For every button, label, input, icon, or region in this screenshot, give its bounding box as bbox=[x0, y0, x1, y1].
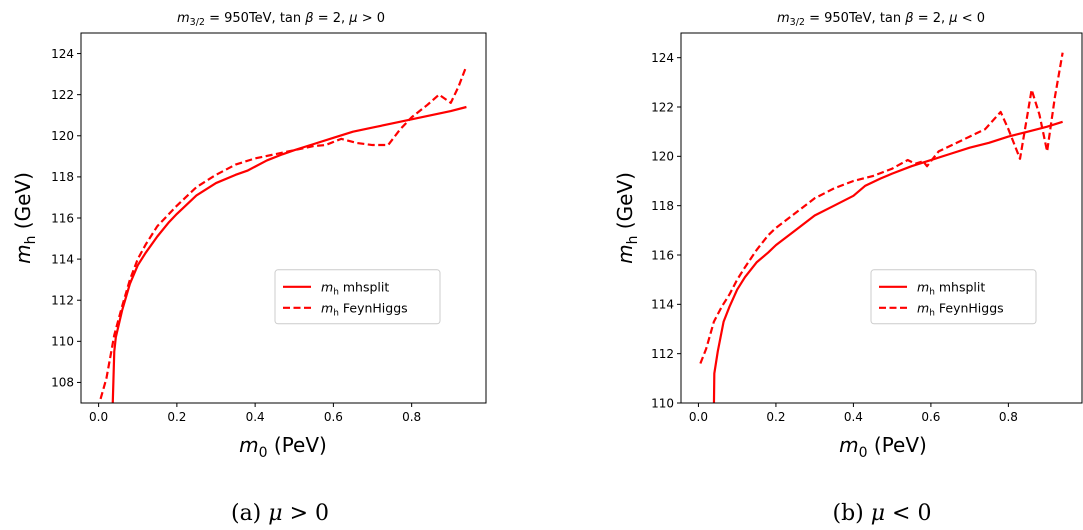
chart-title: m3/2 = 950TeV, tan β = 2, μ < 0 bbox=[777, 11, 985, 28]
figure-caption: (b) μ < 0 bbox=[833, 501, 932, 526]
chart-panel-1: 0.0 0.2 0.4 0.6 0.8 108 110 112 114 116 118 120 122 1… bbox=[11, 11, 487, 461]
x-tick-label: 0.6 bbox=[921, 410, 940, 424]
y-tick-label: 114 bbox=[651, 298, 674, 312]
y-tick-label: 110 bbox=[51, 335, 74, 349]
series-line-mhsplit bbox=[712, 120, 1063, 403]
y-tick-label: 120 bbox=[51, 129, 74, 143]
legend-box bbox=[870, 269, 1037, 325]
series-line-mhsplit bbox=[111, 105, 467, 403]
legend-label: mh mhsplit bbox=[321, 279, 389, 297]
x-tick-label: 0.0 bbox=[89, 410, 108, 424]
x-tick-label: 0.2 bbox=[766, 410, 785, 424]
y-tick-label: 114 bbox=[51, 252, 74, 266]
y-tick-label: 124 bbox=[651, 51, 674, 65]
y-axis-label: mh (GeV) bbox=[11, 172, 39, 264]
legend: mh mhsplit mh FeynHiggs bbox=[870, 269, 1037, 325]
axes-frame bbox=[80, 32, 487, 404]
x-tick-label: 0.2 bbox=[167, 410, 186, 424]
legend-label: mh FeynHiggs bbox=[917, 300, 1004, 318]
y-tick-label: 120 bbox=[651, 150, 674, 164]
x-tick-label: 0.4 bbox=[246, 410, 265, 424]
legend-box bbox=[274, 269, 441, 325]
x-axis-label: m0 (PeV) bbox=[839, 433, 927, 461]
chart-title: m3/2 = 950TeV, tan β = 2, μ > 0 bbox=[177, 11, 385, 28]
series-line-feynhiggs bbox=[699, 52, 1064, 364]
x-tick-label: 0.8 bbox=[402, 410, 421, 424]
y-axis-label: mh (GeV) bbox=[613, 172, 641, 264]
y-tick-label: 124 bbox=[51, 47, 74, 61]
y-tick-label: 122 bbox=[51, 88, 74, 102]
legend-label: mh mhsplit bbox=[917, 279, 985, 297]
y-tick-label: 118 bbox=[51, 170, 74, 184]
y-tick-label: 116 bbox=[651, 248, 674, 262]
figure-caption: (a) μ > 0 bbox=[231, 501, 329, 526]
chart-panel-2: 0.0 0.2 0.4 0.6 0.8 110 112 114 116 118 120 122 124 m… bbox=[613, 11, 1083, 461]
y-tick-label: 112 bbox=[51, 294, 74, 308]
x-tick-label: 0.8 bbox=[999, 410, 1018, 424]
axes-frame bbox=[680, 32, 1083, 404]
x-axis-label: m0 (PeV) bbox=[239, 433, 327, 461]
x-tick-label: 0.0 bbox=[689, 410, 708, 424]
y-tick-label: 118 bbox=[651, 199, 674, 213]
x-tick-label: 0.4 bbox=[844, 410, 863, 424]
y-tick-label: 122 bbox=[651, 100, 674, 114]
legend: mh mhsplit mh FeynHiggs bbox=[274, 269, 441, 325]
y-tick-label: 116 bbox=[51, 211, 74, 225]
series-line-feynhiggs bbox=[99, 65, 468, 400]
legend-label: mh FeynHiggs bbox=[321, 300, 408, 318]
y-tick-label: 110 bbox=[651, 396, 674, 410]
y-tick-label: 112 bbox=[651, 347, 674, 361]
x-tick-label: 0.6 bbox=[324, 410, 343, 424]
y-tick-label: 108 bbox=[51, 376, 74, 390]
